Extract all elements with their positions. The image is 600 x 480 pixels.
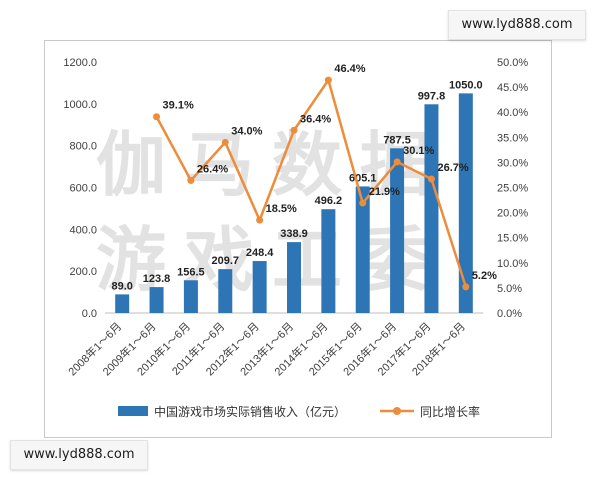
growth-data-label: 39.1% bbox=[163, 100, 194, 112]
growth-point bbox=[393, 158, 401, 166]
growth-data-label: 34.0% bbox=[231, 125, 262, 137]
y-left-tick-label: 0.0 bbox=[82, 308, 97, 320]
y-right-tick-label: 5.0% bbox=[497, 283, 522, 295]
bar-data-label: 787.5 bbox=[383, 134, 411, 146]
growth-point bbox=[359, 199, 367, 207]
bar-data-label: 89.0 bbox=[111, 280, 132, 292]
growth-point bbox=[427, 175, 435, 183]
bar-data-label: 209.7 bbox=[212, 255, 240, 267]
bar bbox=[287, 242, 301, 313]
y-left-tick-label: 800.0 bbox=[69, 141, 97, 153]
growth-point bbox=[462, 283, 470, 291]
bar bbox=[424, 104, 439, 313]
bar-data-label: 496.2 bbox=[315, 195, 343, 207]
bar bbox=[218, 269, 233, 313]
bar bbox=[183, 280, 198, 313]
growth-point bbox=[290, 126, 298, 134]
bar-data-label: 338.9 bbox=[280, 228, 308, 240]
growth-point bbox=[256, 216, 264, 224]
growth-data-label: 46.4% bbox=[334, 63, 365, 75]
y-right-tick-label: 10.0% bbox=[497, 258, 528, 270]
legend-line-marker bbox=[393, 407, 401, 415]
y-right-tick-label: 45.0% bbox=[497, 82, 528, 94]
bar-data-label: 248.4 bbox=[246, 247, 274, 259]
y-left-tick-label: 1000.0 bbox=[63, 99, 97, 111]
growth-data-label: 36.4% bbox=[300, 113, 331, 125]
growth-point bbox=[221, 138, 229, 146]
growth-point bbox=[324, 76, 332, 84]
y-right-tick-label: 20.0% bbox=[497, 208, 528, 220]
growth-point bbox=[153, 113, 161, 121]
site-badge-bottom[interactable]: www.lyd888.com bbox=[10, 440, 148, 470]
growth-data-label: 18.5% bbox=[266, 203, 297, 215]
y-left-tick-label: 600.0 bbox=[69, 183, 97, 195]
bar-data-label: 1050.0 bbox=[449, 79, 483, 91]
growth-data-label: 26.4% bbox=[197, 163, 228, 175]
y-right-tick-label: 35.0% bbox=[497, 132, 528, 144]
y-right-tick-label: 40.0% bbox=[497, 107, 528, 119]
bar bbox=[321, 209, 336, 313]
bar-data-label: 156.5 bbox=[177, 266, 205, 278]
bar-data-label: 997.8 bbox=[418, 90, 446, 102]
bar-data-label: 123.8 bbox=[143, 273, 171, 285]
y-right-tick-label: 25.0% bbox=[497, 183, 528, 195]
bar bbox=[252, 261, 267, 313]
legend-bar-swatch bbox=[118, 406, 148, 416]
y-right-tick-label: 50.0% bbox=[497, 57, 528, 69]
growth-point bbox=[187, 176, 195, 184]
y-left-tick-label: 400.0 bbox=[69, 224, 97, 236]
growth-data-label: 30.1% bbox=[403, 145, 434, 157]
bar bbox=[115, 294, 130, 313]
y-right-tick-label: 0.0% bbox=[497, 308, 522, 320]
bar-data-label: 605.1 bbox=[349, 172, 377, 184]
bar bbox=[458, 93, 473, 313]
y-right-tick-label: 30.0% bbox=[497, 157, 528, 169]
site-badge-top[interactable]: www.lyd888.com bbox=[448, 10, 586, 40]
y-right-tick-label: 15.0% bbox=[497, 233, 528, 245]
bar bbox=[390, 148, 405, 313]
growth-data-label: 5.2% bbox=[472, 270, 497, 282]
growth-data-label: 21.9% bbox=[369, 186, 400, 198]
legend-bar-label: 中国游戏市场实际销售收入（亿元） bbox=[154, 404, 346, 419]
y-left-tick-label: 200.0 bbox=[69, 266, 97, 278]
bar bbox=[355, 186, 370, 313]
legend-line-label: 同比增长率 bbox=[420, 404, 480, 419]
y-left-tick-label: 1200.0 bbox=[63, 57, 97, 69]
growth-line bbox=[155, 77, 468, 288]
bar bbox=[149, 287, 164, 313]
growth-data-label: 26.7% bbox=[437, 162, 468, 174]
